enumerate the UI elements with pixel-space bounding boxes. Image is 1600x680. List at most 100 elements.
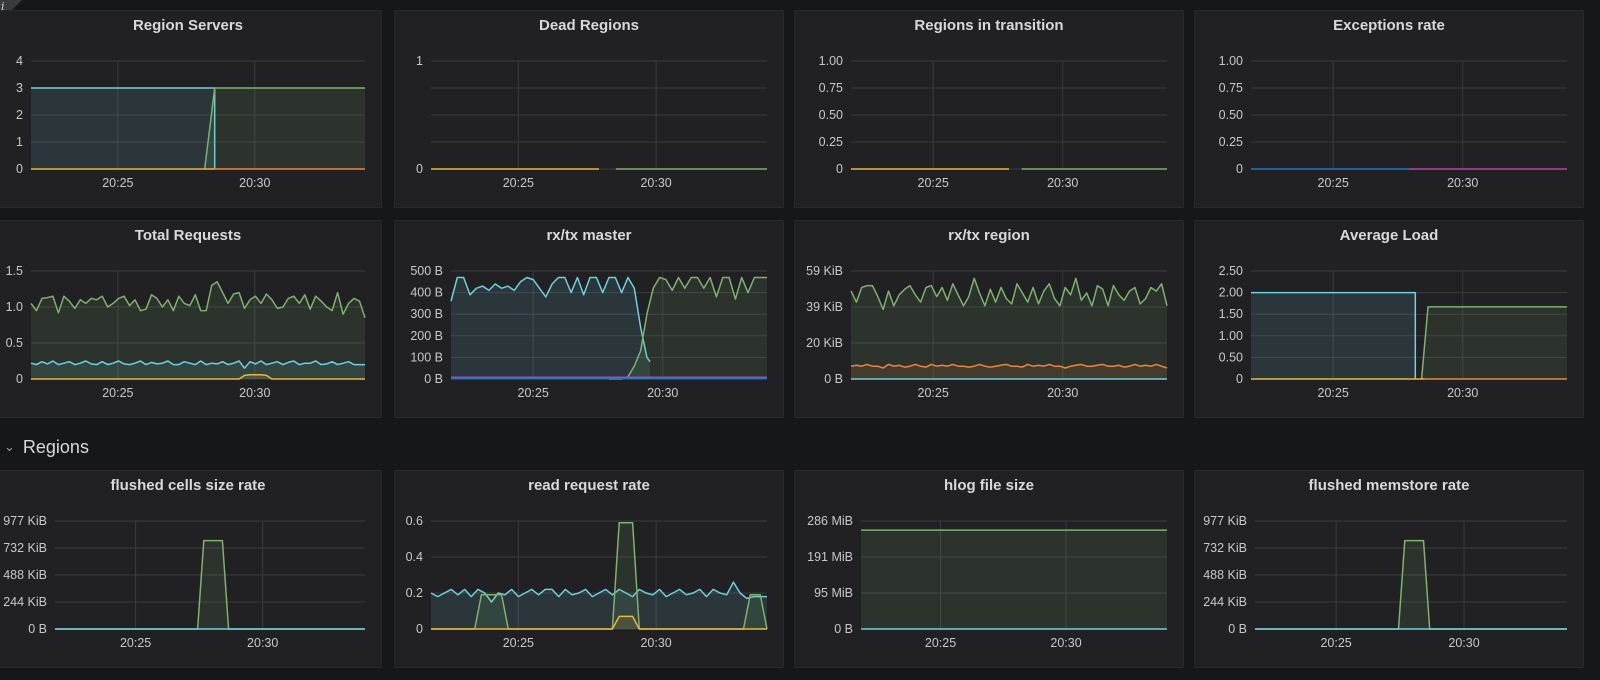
chart-average-load: 0 0.50 1.00 1.50 2.00 2.50 20:25 20:30 xyxy=(1219,264,1567,400)
panel-title[interactable]: Regions in transition xyxy=(914,17,1064,34)
panel-read-request-rate[interactable]: read request rate 0 0.2 0.4 0.6 20:25 20:30 xyxy=(394,470,784,668)
series-area-0 xyxy=(1255,540,1567,629)
x-tick-label: 20:25 xyxy=(918,386,949,400)
y-tick-label: 20 KiB xyxy=(806,336,843,350)
series-line-2 xyxy=(431,615,767,630)
panel-title[interactable]: rx/tx region xyxy=(948,227,1030,244)
panel-title[interactable]: Dead Regions xyxy=(538,17,640,34)
y-tick-label: 1.50 xyxy=(1219,307,1243,321)
y-tick-label: 0.50 xyxy=(1219,350,1243,364)
panel-total-requests[interactable]: Total Requests 0 0.5 1.0 1.5 20:25 20:30 xyxy=(0,220,382,418)
x-tick-label: 20:25 xyxy=(918,176,949,190)
panel-title[interactable]: Average Load xyxy=(1339,227,1439,244)
panel-title[interactable]: rx/tx master xyxy=(546,227,632,244)
x-tick-label: 20:25 xyxy=(102,176,133,190)
series-line-2 xyxy=(31,373,365,380)
y-tick-label: 1.5 xyxy=(6,264,23,278)
series-area-1 xyxy=(851,364,1167,379)
chart-flushed-memstore-rate: 0 B 244 KiB 488 KiB 732 KiB 977 KiB 20:25 20:3… xyxy=(1203,514,1567,650)
x-tick-label: 20:30 xyxy=(647,386,678,400)
panel-rx-tx-master[interactable]: rx/tx master 0 B 100 B 200 B 300 B 400 B 500 B… xyxy=(394,220,784,418)
chevron-down-icon[interactable]: ⌄ xyxy=(4,439,15,454)
x-tick-label: 20:30 xyxy=(1447,386,1478,400)
series-line-1 xyxy=(431,522,768,630)
series-area-1 xyxy=(609,277,767,379)
y-tick-label: 4 xyxy=(16,54,23,68)
y-tick-label: 488 KiB xyxy=(1203,568,1247,582)
panel-flushed-memstore-rate[interactable]: flushed memstore rate 0 B 244 KiB 488 KiB 73… xyxy=(1194,470,1584,668)
y-tick-label: 191 MiB xyxy=(807,550,853,564)
x-tick-label: 20:30 xyxy=(239,176,270,190)
x-tick-label: 20:25 xyxy=(1318,386,1349,400)
chart-hlog-file-size: 0 B 95 MiB 191 MiB 286 MiB 20:25 20:30 xyxy=(807,514,1167,650)
panel-region-servers[interactable]: Region Servers 0 1 2 3 4 20:25 20:30 xyxy=(0,10,382,208)
y-tick-label: 0 xyxy=(416,622,423,636)
series-area-0 xyxy=(451,277,651,379)
panel-title[interactable]: Total Requests xyxy=(134,227,242,244)
x-tick-label: 20:30 xyxy=(1448,636,1479,650)
panel-title[interactable]: hlog file size xyxy=(943,477,1034,494)
y-tick-label: 0.75 xyxy=(1219,81,1243,95)
y-tick-label: 0 B xyxy=(834,622,853,636)
x-tick-label: 20:30 xyxy=(1047,176,1078,190)
series-line-1 xyxy=(1420,306,1567,380)
x-tick-label: 20:30 xyxy=(640,636,671,650)
chart-flushed-cells-size-rate: 0 B 244 KiB 488 KiB 732 KiB 977 KiB 20:25 20:3… xyxy=(3,514,365,650)
series-area-0 xyxy=(55,540,365,629)
y-tick-label: 1.0 xyxy=(6,300,23,314)
x-tick-label: 20:25 xyxy=(102,386,133,400)
panel-regions-in-transition[interactable]: Regions in transition 0 0.25 0.50 0.75 1.00 20… xyxy=(794,10,1184,208)
series-area-1 xyxy=(1421,306,1567,379)
y-tick-label: 0 xyxy=(16,372,23,386)
y-tick-label: 244 KiB xyxy=(1203,595,1247,609)
y-tick-label: 0.75 xyxy=(819,81,843,95)
series-area-1 xyxy=(31,361,365,379)
chart-total-requests: 0 0.5 1.0 1.5 20:25 20:30 xyxy=(6,264,366,400)
y-tick-label: 286 MiB xyxy=(807,514,853,528)
x-tick-label: 20:30 xyxy=(1047,386,1078,400)
panel-title[interactable]: flushed memstore rate xyxy=(1308,477,1470,494)
y-tick-label: 0.4 xyxy=(406,550,423,564)
y-tick-label: 2 xyxy=(16,108,23,122)
series-line-1 xyxy=(30,360,365,369)
y-tick-label: 0.2 xyxy=(406,586,423,600)
panel-dead-regions[interactable]: Dead Regions 0 1 20:25 20:30 xyxy=(394,10,784,208)
series-line-0 xyxy=(850,277,1168,311)
chart-region-servers: 0 1 2 3 4 20:25 20:30 xyxy=(16,54,365,190)
x-tick-label: 20:30 xyxy=(247,636,278,650)
series-line-1 xyxy=(203,87,365,170)
series-line-0 xyxy=(1251,291,1417,379)
panel-rx-tx-region[interactable]: rx/tx region 0 B 20 KiB 39 KiB 59 KiB 20:25 20… xyxy=(794,220,1184,418)
series-area-1 xyxy=(204,88,365,169)
series-area-0 xyxy=(861,530,1167,629)
y-tick-label: 0 xyxy=(1236,372,1243,386)
y-tick-label: 1.00 xyxy=(1219,54,1243,68)
y-tick-label: 2.50 xyxy=(1219,264,1243,278)
y-tick-label: 244 KiB xyxy=(3,595,47,609)
series-area-0 xyxy=(31,281,365,379)
panel-title[interactable]: Exceptions rate xyxy=(1333,17,1445,34)
chart-regions-in-transition: 0 0.25 0.50 0.75 1.00 20:25 20:30 xyxy=(819,54,1167,190)
panel-title[interactable]: read request rate xyxy=(528,477,650,494)
y-tick-label: 1 xyxy=(416,54,423,68)
y-tick-label: 200 B xyxy=(410,329,443,343)
row-regions[interactable]: ⌄ Regions xyxy=(0,432,89,462)
y-tick-label: 977 KiB xyxy=(3,514,47,528)
y-tick-label: 0 xyxy=(416,162,423,176)
panel-average-load[interactable]: Average Load 0 0.50 1.00 1.50 2.00 2.50 20:25 20… xyxy=(1194,220,1584,418)
y-tick-label: 100 B xyxy=(410,350,443,364)
panel-title[interactable]: Region Servers xyxy=(132,17,244,34)
y-tick-label: 0 xyxy=(836,162,843,176)
y-tick-label: 2.00 xyxy=(1219,286,1243,300)
panel-hlog-file-size[interactable]: hlog file size 0 B 95 MiB 191 MiB 286 MiB 20:… xyxy=(794,470,1184,668)
y-tick-label: 39 KiB xyxy=(806,300,843,314)
x-tick-label: 20:30 xyxy=(1050,636,1081,650)
y-tick-label: 0 xyxy=(1236,162,1243,176)
chart-rx-tx-region: 0 B 20 KiB 39 KiB 59 KiB 20:25 20:30 xyxy=(806,264,1168,400)
y-tick-label: 0.50 xyxy=(1219,108,1243,122)
series-line-1 xyxy=(609,276,767,380)
panel-exceptions-rate[interactable]: Exceptions rate 0 0.25 0.50 0.75 1.00 20:25 20:… xyxy=(1194,10,1584,208)
y-tick-label: 732 KiB xyxy=(3,541,47,555)
panel-title[interactable]: flushed cells size rate xyxy=(110,477,266,494)
panel-flushed-cells-size-rate[interactable]: flushed cells size rate 0 B 244 KiB 488 KiB… xyxy=(0,470,382,668)
